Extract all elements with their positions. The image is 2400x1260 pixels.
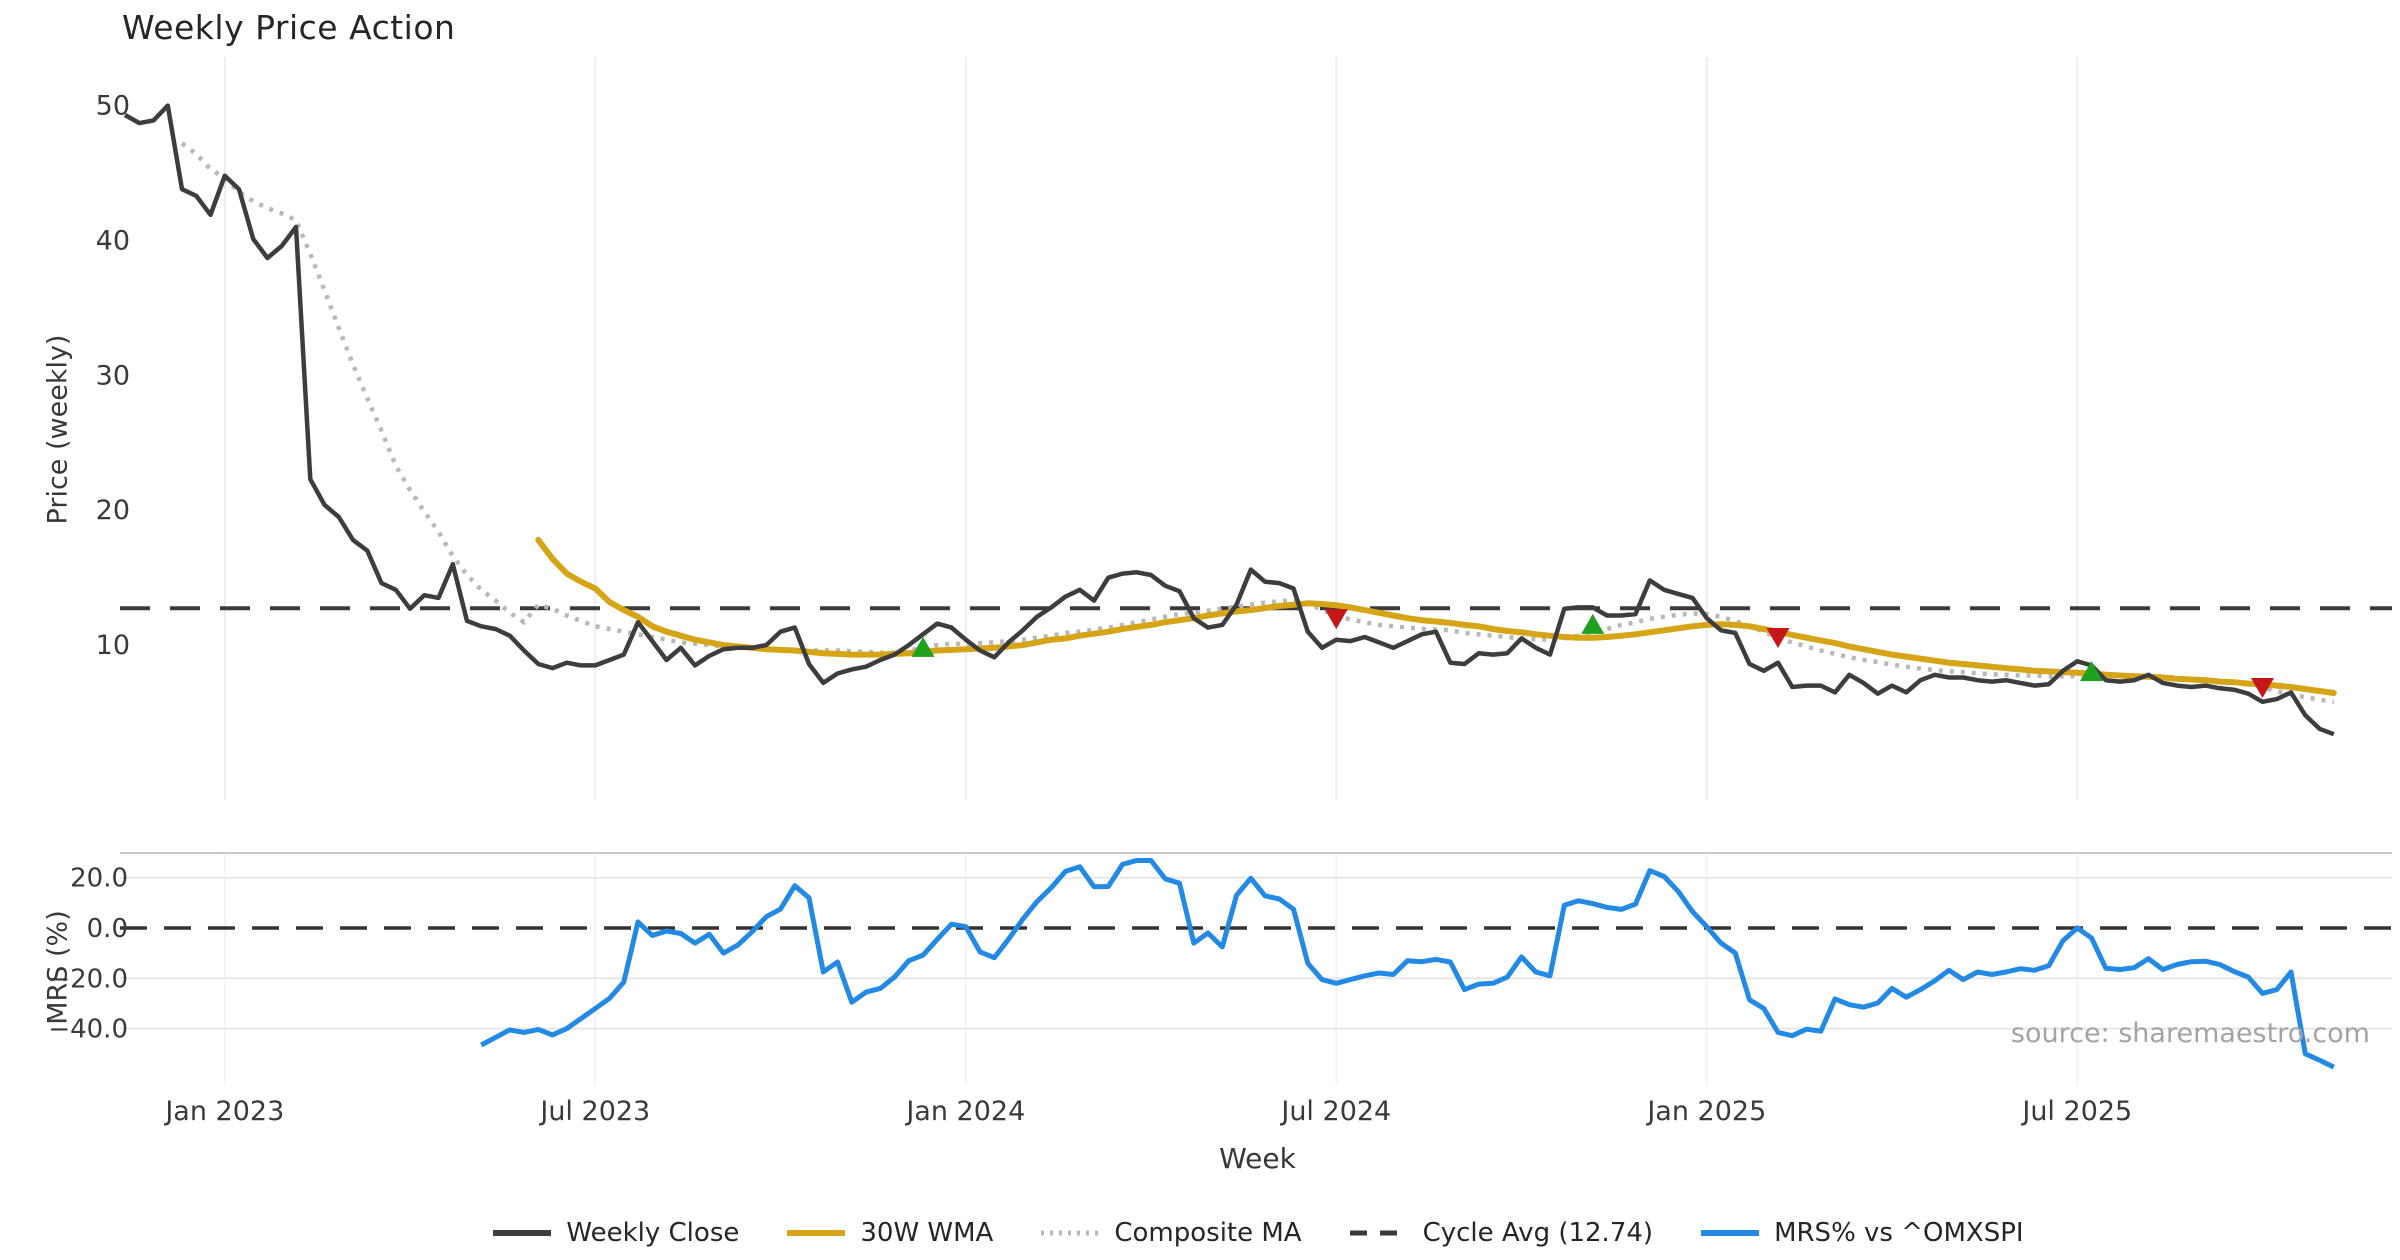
mrs-ytick-label: −20.0 bbox=[48, 964, 128, 994]
mrs-ytick-label: 0.0 bbox=[87, 914, 128, 944]
sell-marker-icon bbox=[1766, 628, 1790, 649]
x-tick-label: Jan 2023 bbox=[163, 1096, 284, 1127]
x-tick-label: Jan 2025 bbox=[1645, 1096, 1766, 1127]
legend-item-weekly-close: Weekly Close bbox=[491, 1218, 739, 1248]
legend-item-mrs: MRS% vs ^OMXSPI bbox=[1699, 1218, 2024, 1248]
page-title: Weekly Price Action bbox=[122, 8, 456, 47]
buy-marker-icon bbox=[911, 636, 935, 657]
weekly-close-line bbox=[123, 103, 2335, 737]
x-tick-label: Jul 2025 bbox=[2020, 1096, 2132, 1127]
x-tick-label: Jul 2023 bbox=[538, 1096, 650, 1127]
composite-ma-line bbox=[180, 141, 2335, 705]
buy-marker-icon bbox=[1581, 613, 1605, 634]
legend-swatch-composite bbox=[1041, 1230, 1100, 1236]
legend: Weekly Close 30W WMA Composite MA Cycle … bbox=[125, 1218, 2390, 1248]
mrs-ytick-label: −40.0 bbox=[48, 1015, 128, 1045]
wma30-line bbox=[535, 536, 2337, 696]
legend-swatch-wma30 bbox=[787, 1230, 846, 1236]
legend-swatch-mrs bbox=[1701, 1230, 1760, 1236]
legend-swatch-weekly-close bbox=[493, 1230, 552, 1236]
source-text: source: sharemaestro.com bbox=[2010, 1018, 2370, 1049]
mrs-ytick-label: 20.0 bbox=[70, 864, 128, 894]
legend-label-weekly-close: Weekly Close bbox=[566, 1218, 740, 1248]
legend-label-wma30: 30W WMA bbox=[860, 1218, 994, 1248]
legend-item-cycle-avg: Cycle Avg (12.74) bbox=[1348, 1218, 1653, 1248]
sell-marker-icon bbox=[2251, 677, 2274, 698]
legend-swatch-cycle-avg bbox=[1349, 1230, 1408, 1236]
legend-label-composite: Composite MA bbox=[1114, 1218, 1302, 1248]
x-tick-label: Jul 2024 bbox=[1279, 1096, 1391, 1127]
x-tick-label: Jan 2024 bbox=[904, 1096, 1025, 1127]
buy-marker-icon bbox=[2080, 661, 2103, 682]
legend-label-cycle-avg: Cycle Avg (12.74) bbox=[1422, 1218, 1654, 1248]
x-axis-title: Week bbox=[1219, 1142, 1296, 1175]
sell-marker-icon bbox=[1324, 609, 1348, 630]
price-ytick-label: 10 bbox=[96, 630, 130, 661]
price-ytick-label: 50 bbox=[96, 91, 130, 122]
legend-item-wma30: 30W WMA bbox=[785, 1218, 993, 1248]
price-ytick-label: 30 bbox=[96, 360, 130, 391]
mrs-line bbox=[480, 858, 2335, 1070]
price-axis-title: Price (weekly) bbox=[42, 334, 74, 525]
price-ytick-label: 40 bbox=[96, 225, 130, 256]
mrs-axis-title: MRS (%) bbox=[42, 910, 74, 1025]
legend-item-composite: Composite MA bbox=[1039, 1218, 1302, 1248]
price-ytick-label: 20 bbox=[96, 495, 130, 526]
legend-label-mrs: MRS% vs ^OMXSPI bbox=[1774, 1218, 2024, 1248]
